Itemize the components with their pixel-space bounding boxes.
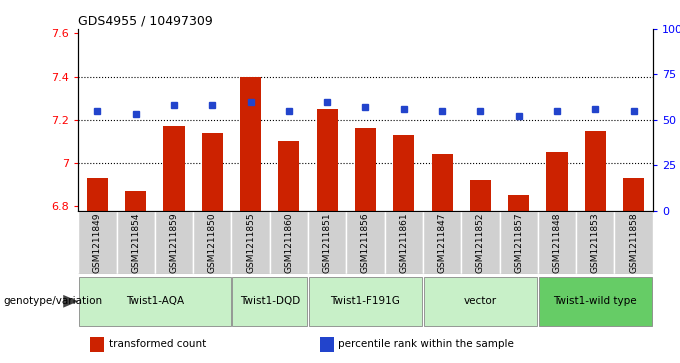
Bar: [470, 180, 491, 211]
Polygon shape: [63, 295, 78, 308]
Bar: [423, 211, 461, 274]
Text: GSM1211855: GSM1211855: [246, 212, 255, 273]
Text: transformed count: transformed count: [109, 339, 206, 349]
Text: GSM1211856: GSM1211856: [361, 212, 370, 273]
Bar: [87, 178, 108, 211]
Bar: [461, 211, 500, 274]
Bar: [309, 277, 422, 326]
Bar: [125, 191, 146, 211]
Bar: [270, 211, 308, 274]
Bar: [320, 337, 334, 351]
Text: GSM1211858: GSM1211858: [629, 212, 638, 273]
Bar: [90, 337, 104, 351]
Bar: [308, 211, 346, 274]
Text: GSM1211857: GSM1211857: [514, 212, 523, 273]
Bar: [155, 211, 193, 274]
Text: GSM1211854: GSM1211854: [131, 212, 140, 273]
Bar: [538, 211, 576, 274]
Text: GSM1211860: GSM1211860: [284, 212, 293, 273]
Text: GDS4955 / 10497309: GDS4955 / 10497309: [78, 15, 213, 28]
Bar: [500, 211, 538, 274]
Bar: [317, 109, 338, 211]
Bar: [508, 195, 529, 211]
Bar: [576, 211, 615, 274]
Bar: [163, 126, 184, 211]
Text: GSM1211847: GSM1211847: [438, 212, 447, 273]
Bar: [116, 211, 155, 274]
Text: Twist1-F191G: Twist1-F191G: [330, 296, 401, 306]
Bar: [432, 154, 453, 211]
Bar: [231, 211, 270, 274]
Bar: [623, 178, 644, 211]
Bar: [240, 77, 261, 211]
Text: Twist1-AQA: Twist1-AQA: [126, 296, 184, 306]
Bar: [79, 277, 231, 326]
Text: percentile rank within the sample: percentile rank within the sample: [339, 339, 514, 349]
Bar: [585, 131, 606, 211]
Text: GSM1211849: GSM1211849: [93, 212, 102, 273]
Text: GSM1211859: GSM1211859: [169, 212, 178, 273]
Bar: [78, 211, 116, 274]
Text: genotype/variation: genotype/variation: [3, 296, 103, 306]
Text: vector: vector: [464, 296, 497, 306]
Bar: [424, 277, 537, 326]
Bar: [202, 133, 223, 211]
Bar: [547, 152, 568, 211]
Bar: [193, 211, 231, 274]
Bar: [232, 277, 307, 326]
Text: Twist1-DQD: Twist1-DQD: [239, 296, 300, 306]
Bar: [539, 277, 652, 326]
Bar: [615, 211, 653, 274]
Bar: [393, 135, 414, 211]
Text: GSM1211851: GSM1211851: [323, 212, 332, 273]
Text: GSM1211853: GSM1211853: [591, 212, 600, 273]
Text: Twist1-wild type: Twist1-wild type: [554, 296, 637, 306]
Text: GSM1211848: GSM1211848: [553, 212, 562, 273]
Bar: [355, 129, 376, 211]
Text: GSM1211850: GSM1211850: [208, 212, 217, 273]
Text: GSM1211852: GSM1211852: [476, 212, 485, 273]
Bar: [346, 211, 385, 274]
Text: GSM1211861: GSM1211861: [399, 212, 408, 273]
Bar: [278, 142, 299, 211]
Bar: [385, 211, 423, 274]
